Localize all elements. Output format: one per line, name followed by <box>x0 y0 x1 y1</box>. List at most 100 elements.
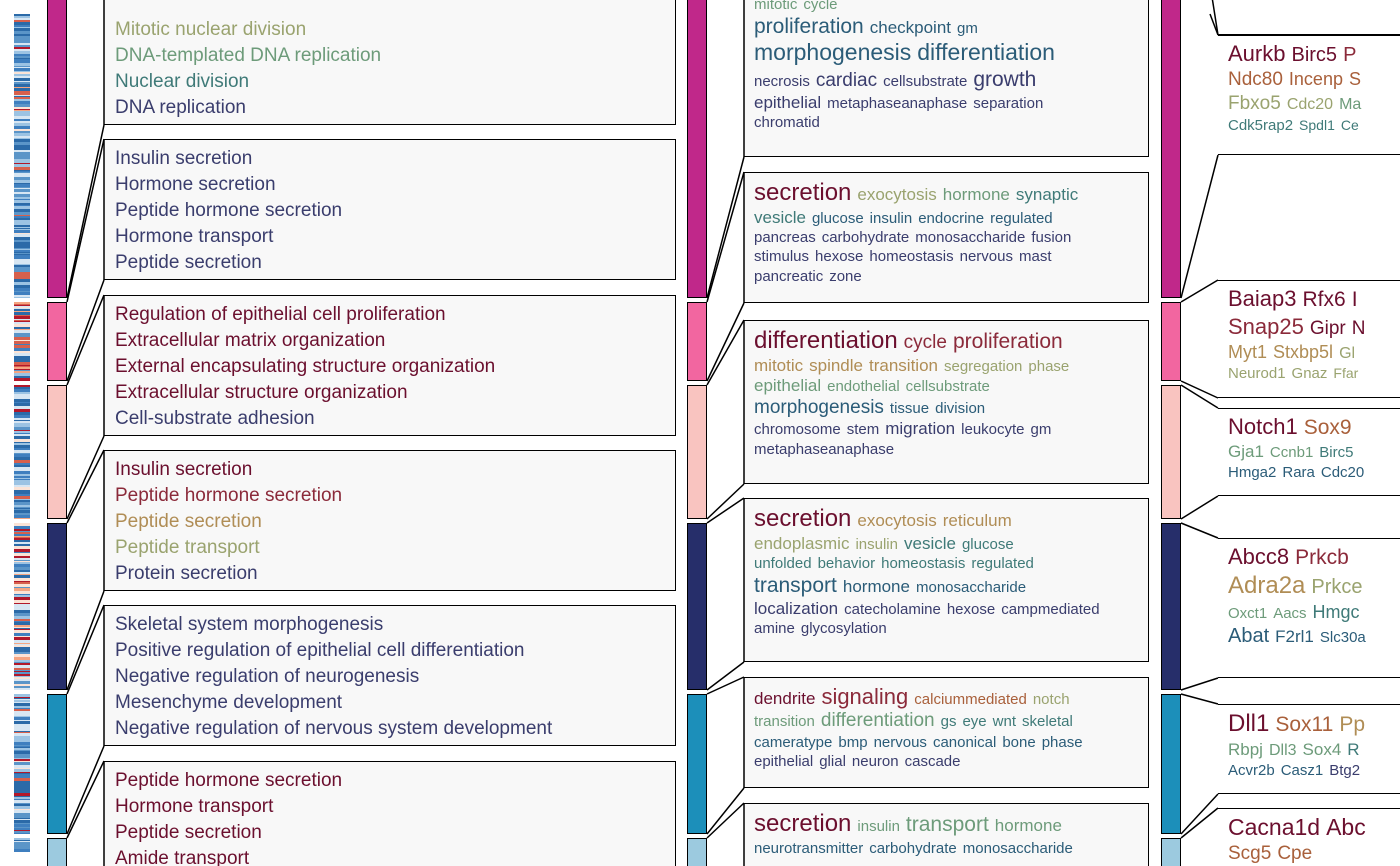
keyword: monosaccharide <box>915 579 1027 597</box>
keyword: metaphaseanaphase <box>827 94 968 112</box>
keyword: checkpoint <box>869 18 952 38</box>
gene-symbol: Abat <box>1228 625 1270 648</box>
connector-line <box>706 319 745 386</box>
gene-symbol: Rara <box>1282 464 1315 482</box>
cluster-bar <box>687 302 707 381</box>
keyword: hormone <box>842 577 910 597</box>
keyword: localization <box>754 598 839 618</box>
gene-panel: Baiap3 Rfx6 I Snap25 Gipr N Myt1 Stxbp5l Gl Neuro… <box>1218 280 1400 398</box>
gene-row: Neurod1 Gnaz Ffar <box>1218 364 1400 384</box>
keyword-row: vesicle glucose insulin endocrine regulated <box>744 208 1148 228</box>
keyword: catecholamine <box>844 600 941 618</box>
keyword-row: localization catecholamine hexose campmedia… <box>744 599 1148 619</box>
keyword: transition <box>754 713 815 731</box>
keyword: vesicle <box>903 533 956 553</box>
keyword-row: endoplasmic insulin vesicle glucose <box>744 534 1148 554</box>
gene-row: Hmga2 Rara Cdc20 <box>1218 463 1400 483</box>
connector-line <box>1180 677 1219 691</box>
gene-row: Cacna1d Abc <box>1218 813 1400 842</box>
keyword: transition <box>869 355 938 375</box>
go-term: Hormone transport <box>115 796 274 817</box>
gene-symbol: Snap25 <box>1228 314 1304 340</box>
connector-line <box>66 435 105 520</box>
gene-row: Notch1 Sox9 <box>1218 413 1400 441</box>
connector-line <box>706 156 745 299</box>
go-term: Negative regulation of nervous system de… <box>115 718 553 739</box>
gene-symbol: Notch1 <box>1228 414 1298 439</box>
cluster-bar <box>1161 385 1181 519</box>
keyword-panel: secretion insulin transport hormone neurotra… <box>744 803 1149 866</box>
cluster-bar <box>1161 838 1181 866</box>
connector-line <box>706 787 745 835</box>
gene-symbol: Gipr <box>1309 318 1346 340</box>
keyword: wnt <box>992 713 1016 731</box>
connector-line <box>1180 495 1219 520</box>
connector-line <box>1180 793 1219 835</box>
keyword: segregation <box>943 357 1023 375</box>
keyword-row: amine glycosylation <box>744 619 1148 638</box>
keyword: insulin <box>855 535 898 553</box>
heatmap-strip <box>14 523 30 690</box>
gene-symbol: Neurod1 <box>1228 365 1286 382</box>
keyword: homeostasis <box>869 248 954 266</box>
connector-line <box>1211 0 1219 36</box>
go-term-panel: Mitotic nuclear division DNA-templated DN… <box>104 0 676 125</box>
go-term: Peptide secretion <box>115 511 262 532</box>
gene-symbol: Cdk5rap2 <box>1228 116 1294 134</box>
gene-symbol: Ce <box>1340 116 1359 133</box>
keyword: zone <box>829 267 862 285</box>
keyword-row: mitotic spindle transition segregation phase <box>744 356 1148 376</box>
keyword: phase <box>1041 734 1083 752</box>
keyword: hormone <box>994 816 1062 835</box>
keyword: morphogenesis <box>754 39 912 66</box>
keyword: bone <box>1002 734 1036 752</box>
gene-symbol: Dll3 <box>1268 742 1297 759</box>
keyword: mast <box>1018 248 1052 266</box>
gene-row: Rbpj Dll3 Sox4 R <box>1218 739 1400 761</box>
keyword-row: epithelial endothelial cellsubstrate <box>744 376 1148 396</box>
go-term: DNA-templated DNA replication <box>115 45 382 66</box>
cluster-bar <box>687 694 707 834</box>
go-term: Peptide secretion <box>115 252 262 273</box>
keyword: gs <box>940 713 957 731</box>
connector-line <box>1180 693 1219 705</box>
keyword: homeostasis <box>881 555 966 573</box>
connector-line <box>1180 380 1219 399</box>
keyword-row: mitotic cycle <box>744 0 1148 14</box>
gene-symbol: I <box>1351 288 1358 311</box>
keyword-row: dendrite signaling calciummediated notch <box>744 684 1148 710</box>
keyword: campmediated <box>1001 600 1100 618</box>
keyword: gm <box>1030 421 1052 439</box>
keyword: morphogenesis <box>754 396 884 418</box>
go-term: Hormone transport <box>115 226 274 247</box>
gene-panel <box>1218 0 1400 35</box>
heatmap-strip <box>14 385 30 519</box>
keyword: eye <box>962 713 987 731</box>
gene-row: Abat F2rl1 Slc30a <box>1218 624 1400 649</box>
keyword: exocytosis <box>857 185 937 204</box>
gene-row: Adra2a Prkce <box>1218 571 1400 601</box>
keyword: behavior <box>817 555 876 573</box>
cluster-bar <box>47 523 67 690</box>
keyword: separation <box>973 94 1044 112</box>
heatmap-strip <box>14 14 30 298</box>
gene-symbol: Cacna1d <box>1228 814 1321 840</box>
keyword: insulin <box>869 209 913 227</box>
go-term-panel: Insulin secretion Hormone secretion Peptid… <box>104 139 676 280</box>
keyword: carbohydrate <box>821 229 910 247</box>
keyword-row: pancreas carbohydrate monosaccharide fusion <box>744 228 1148 247</box>
connector-line <box>1180 154 1219 299</box>
keyword: mitotic <box>754 355 804 375</box>
keyword: gm <box>957 20 978 38</box>
heatmap-strip <box>14 838 30 852</box>
gene-symbol: Prkcb <box>1295 546 1349 569</box>
go-term-panel: Peptide hormone secretion Hormone transpo… <box>104 761 676 866</box>
gene-row: Fbxo5 Cdc20 Ma <box>1218 92 1400 116</box>
go-term: Peptide hormone secretion <box>115 770 343 791</box>
cluster-bar <box>47 0 67 298</box>
gene-symbol: Prkce <box>1311 576 1363 599</box>
gene-row: Acvr2b Casz1 Btg2 <box>1218 761 1400 781</box>
keyword: amine <box>754 619 795 637</box>
gene-row: Dll1 Sox11 Pp <box>1218 709 1400 739</box>
